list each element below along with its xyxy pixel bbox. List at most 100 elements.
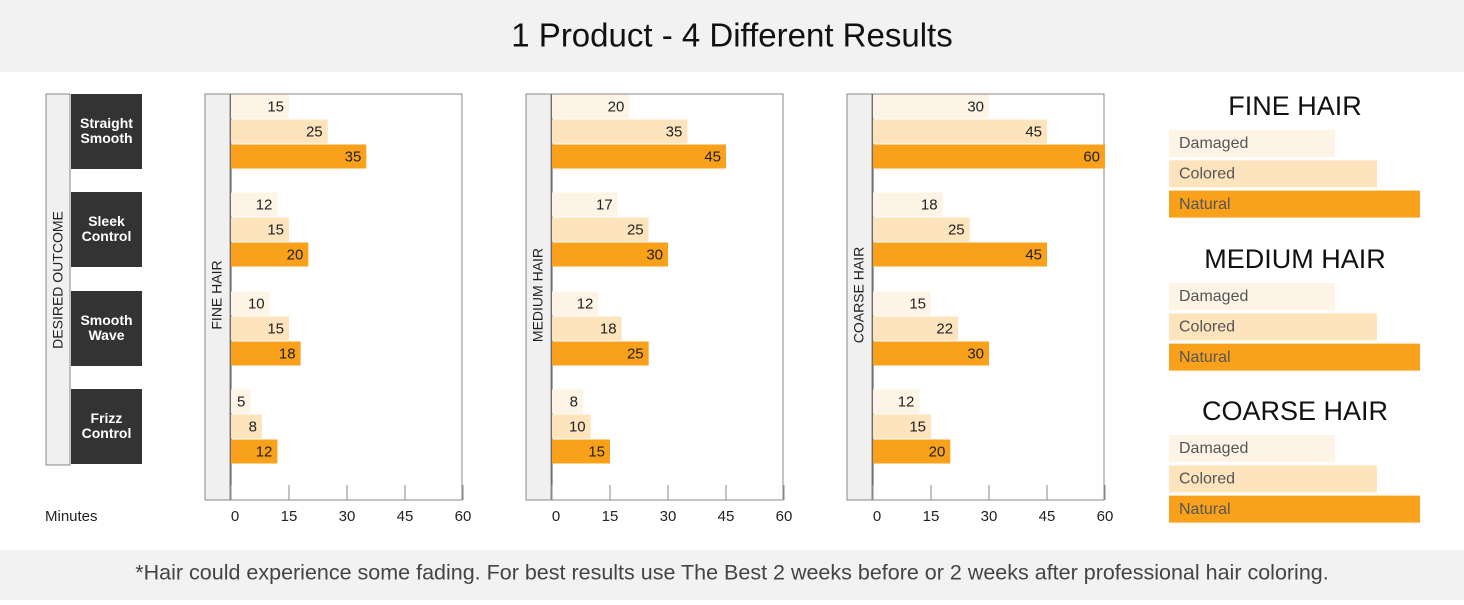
legend-entry: Damaged <box>1179 135 1248 152</box>
bar <box>873 341 989 366</box>
outcome-box <box>71 94 142 169</box>
value-label: 12 <box>577 295 594 312</box>
bar <box>231 192 278 217</box>
bar <box>231 389 251 414</box>
bar <box>873 217 970 242</box>
value-label: 20 <box>929 443 946 460</box>
outcome-label: Smooth Wave <box>80 312 132 343</box>
x-tick-label: 45 <box>1039 508 1056 525</box>
x-axis-label: Minutes <box>45 508 98 525</box>
outcome-label: Frizz Control <box>82 410 132 441</box>
outcome-box <box>71 192 142 267</box>
x-tick-label: 15 <box>281 508 298 525</box>
value-label: 30 <box>967 98 984 115</box>
legend-entry: Damaged <box>1179 288 1248 305</box>
legend-swatch <box>1169 190 1420 218</box>
value-label: 15 <box>588 443 605 460</box>
bar <box>552 291 599 316</box>
legend-entry: Natural <box>1179 196 1231 213</box>
bar <box>873 291 931 316</box>
x-tick-label: 30 <box>339 508 356 525</box>
value-label: 25 <box>948 221 965 238</box>
value-label: 22 <box>936 320 953 337</box>
value-label: 12 <box>898 393 915 410</box>
bar <box>231 341 301 366</box>
legend-entry: Natural <box>1179 349 1231 366</box>
value-label: 18 <box>279 345 296 362</box>
bar <box>231 439 278 464</box>
value-label: 20 <box>608 98 625 115</box>
header-band <box>0 0 1464 72</box>
value-label: 15 <box>909 295 926 312</box>
x-tick-label: 0 <box>873 508 881 525</box>
legend-title: MEDIUM HAIR <box>1204 244 1386 274</box>
value-label: 35 <box>666 123 683 140</box>
legend-swatch <box>1169 160 1377 188</box>
value-label: 12 <box>256 443 273 460</box>
value-label: 10 <box>248 295 265 312</box>
value-label: 15 <box>909 418 926 435</box>
x-tick-label: 15 <box>602 508 619 525</box>
bar <box>873 414 931 439</box>
y-axis-label: COARSE HAIR <box>851 247 867 343</box>
bar <box>552 217 649 242</box>
legend-entry: Colored <box>1179 319 1235 336</box>
footer-band <box>0 550 1464 600</box>
bar <box>231 242 309 267</box>
x-tick-label: 60 <box>455 508 472 525</box>
value-label: 25 <box>627 221 644 238</box>
value-label: 18 <box>921 196 938 213</box>
legend-swatch <box>1169 313 1377 341</box>
bar <box>552 414 591 439</box>
legend-title: COARSE HAIR <box>1202 396 1388 426</box>
bar <box>873 439 951 464</box>
value-label: 25 <box>306 123 323 140</box>
x-tick-label: 15 <box>923 508 940 525</box>
bar <box>231 119 328 144</box>
value-label: 45 <box>1025 246 1042 263</box>
value-label: 25 <box>627 345 644 362</box>
value-label: 45 <box>1025 123 1042 140</box>
value-label: 35 <box>345 148 362 165</box>
value-label: 15 <box>267 320 284 337</box>
outcome-box <box>71 389 142 464</box>
value-label: 45 <box>704 148 721 165</box>
value-label: 18 <box>600 320 617 337</box>
value-label: 30 <box>646 246 663 263</box>
legend-entry: Colored <box>1179 471 1235 488</box>
x-tick-label: 60 <box>1097 508 1114 525</box>
outcome-label: Sleek Control <box>82 213 132 244</box>
legend-swatch <box>1169 343 1420 371</box>
value-label: 5 <box>237 393 245 410</box>
x-tick-label: 60 <box>776 508 793 525</box>
bar <box>231 94 289 119</box>
bar <box>231 316 289 341</box>
outcome-label: Straight Smooth <box>80 115 133 146</box>
label-strip <box>204 93 231 501</box>
bar <box>231 144 367 169</box>
bar <box>873 192 943 217</box>
bar <box>552 439 610 464</box>
x-tick-label: 30 <box>981 508 998 525</box>
value-label: 30 <box>967 345 984 362</box>
bar <box>552 341 649 366</box>
bar <box>552 94 630 119</box>
bar <box>873 389 920 414</box>
value-label: 60 <box>1083 148 1100 165</box>
x-tick-label: 0 <box>552 508 560 525</box>
value-label: 10 <box>569 418 586 435</box>
value-label: 20 <box>287 246 304 263</box>
legend-swatch <box>1169 283 1335 310</box>
bar <box>552 316 622 341</box>
bar <box>873 119 1047 144</box>
bar <box>873 316 959 341</box>
bar <box>552 242 668 267</box>
x-tick-label: 45 <box>718 508 735 525</box>
value-label: 8 <box>249 418 257 435</box>
legend-swatch <box>1169 465 1377 493</box>
row-header-label: DESIRED OUTCOME <box>50 211 66 349</box>
legend-swatch <box>1169 495 1420 523</box>
y-axis-label: MEDIUM HAIR <box>530 248 546 342</box>
value-label: 17 <box>596 196 613 213</box>
